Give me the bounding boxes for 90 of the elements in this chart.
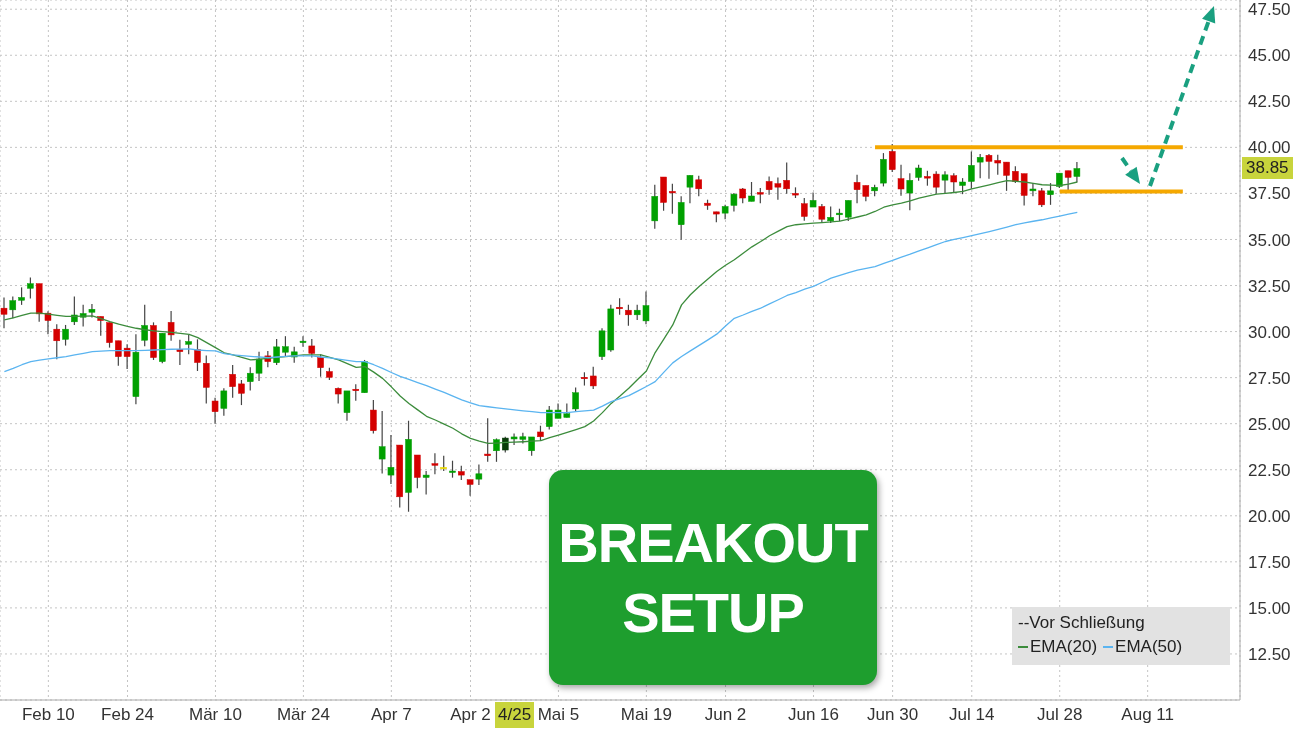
candlestick: [62, 324, 69, 347]
x-tick-label: Jun 30: [867, 705, 919, 725]
y-tick-label: 42.50: [1248, 92, 1291, 112]
candlestick: [950, 172, 958, 194]
candlestick: [669, 183, 676, 215]
x-tick-label: Aug 11: [1121, 705, 1174, 725]
x-tick-label: Mai 19: [620, 705, 672, 725]
candlestick: [695, 175, 702, 197]
candlestick: [748, 181, 755, 202]
candlestick: [387, 434, 395, 485]
candlestick: [880, 152, 887, 188]
candlestick: [422, 470, 430, 496]
x-tick-label: Jun 16: [787, 705, 839, 725]
text: 38.85: [1242, 157, 1293, 179]
candlestick: [414, 454, 421, 489]
candlestick: [976, 153, 984, 179]
y-tick-label: 15.00: [1248, 598, 1291, 618]
legend-label: EMA(50): [1115, 637, 1183, 657]
candlestick: [572, 386, 579, 412]
candlestick: [282, 335, 289, 358]
y-tick-label: 17.50: [1248, 552, 1291, 572]
x-tick-label: Mai 5: [537, 705, 580, 725]
candlestick: [730, 192, 738, 213]
candlestick: [53, 323, 61, 360]
legend-label: EMA(20): [1030, 637, 1098, 657]
candlestick: [220, 387, 228, 417]
candlestick: [343, 390, 351, 422]
candlestick: [141, 304, 148, 347]
x-tick-label: Mär 10: [189, 705, 242, 725]
candlestick: [941, 170, 949, 194]
candlestick: [968, 150, 975, 190]
y-tick-label: 27.50: [1248, 368, 1291, 388]
candlestick: [1038, 187, 1045, 208]
y-tick-label: 47.50: [1248, 0, 1291, 20]
candlestick: [211, 397, 219, 425]
candlestick: [1073, 161, 1081, 183]
candlestick: [370, 399, 377, 435]
candlestick: [589, 366, 597, 390]
y-tick-label: 12.50: [1248, 644, 1291, 664]
candlestick: [888, 143, 896, 173]
y-tick-label: 35.00: [1248, 230, 1291, 250]
candlestick: [106, 321, 113, 349]
candlestick: [167, 310, 175, 342]
candlestick: [466, 479, 474, 497]
candlestick: [431, 452, 439, 475]
candlestick: [88, 303, 96, 319]
x-tick-label: Jul 14: [949, 705, 995, 725]
annotation: BREAKOUT SETUP: [549, 470, 877, 685]
x-tick-label: Apr 7: [371, 705, 412, 725]
candlestick: [686, 174, 694, 204]
candlestick: [185, 334, 192, 355]
annotation: --Vor Schließung: [1018, 613, 1146, 633]
candlestick: [932, 170, 940, 195]
candlestick: [1047, 182, 1054, 206]
candlestick: [845, 199, 852, 222]
candlestick: [801, 197, 808, 222]
candlestick: [897, 164, 905, 197]
x-tick-label: Jul 28: [1037, 705, 1083, 725]
x-tick-label: Apr 2: [450, 705, 491, 725]
candlestick: [906, 172, 914, 211]
candlestick: [1029, 182, 1037, 197]
y-tick-label: 25.00: [1248, 414, 1291, 434]
candlestick: [238, 379, 245, 406]
candlestick: [27, 277, 34, 300]
candlestick: [484, 417, 491, 463]
y-tick-label: 40.00: [1248, 138, 1291, 158]
x-tick-label: Mär 24: [276, 705, 330, 725]
x-tick-label: Jun 2: [704, 705, 747, 725]
candlestick: [0, 296, 8, 329]
candlestick: [475, 463, 483, 486]
candlestick: [194, 338, 201, 372]
candlestick: [273, 338, 280, 366]
candlestick: [1064, 170, 1072, 192]
text: 4/25: [495, 702, 535, 728]
candlestick: [378, 410, 386, 475]
candlestick: [625, 304, 632, 327]
x-tick-label: Feb 10: [21, 705, 75, 725]
candlestick: [9, 295, 17, 319]
y-tick-label: 22.50: [1248, 460, 1291, 480]
y-tick-label: 20.00: [1248, 506, 1291, 526]
candlestick: [677, 195, 685, 241]
candlestick: [818, 203, 826, 224]
y-tick-label: 32.50: [1248, 276, 1291, 296]
candlestick: [1003, 161, 1010, 192]
y-tick-label: 30.00: [1248, 322, 1291, 342]
candlestick: [299, 335, 307, 348]
y-tick-label: 45.00: [1248, 46, 1291, 66]
y-tick-label: 37.50: [1248, 184, 1291, 204]
candlestick: [229, 364, 236, 399]
x-tick-label: Feb 24: [101, 705, 154, 725]
